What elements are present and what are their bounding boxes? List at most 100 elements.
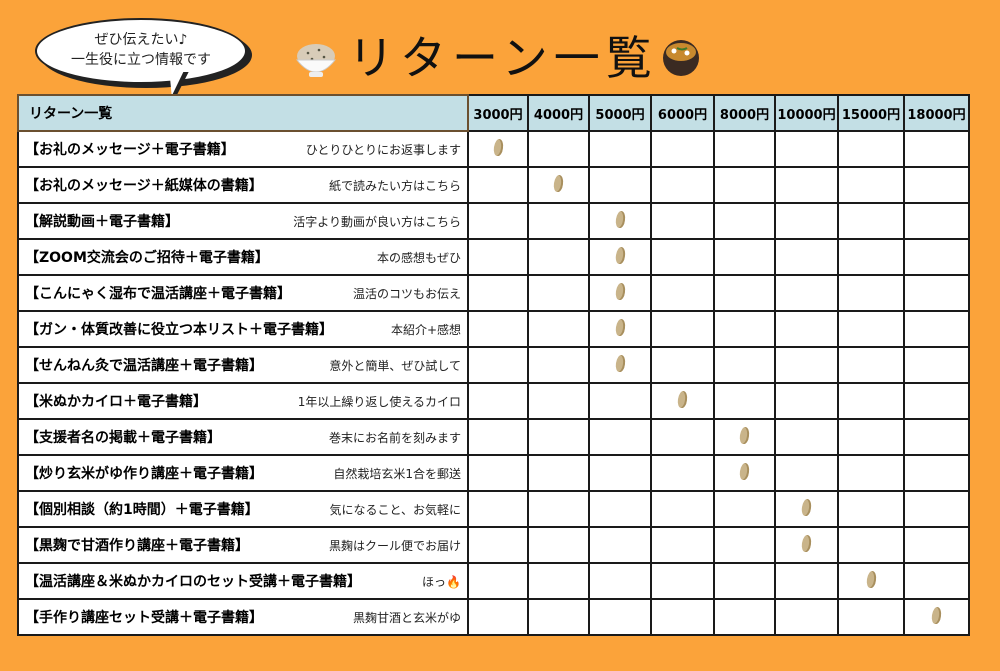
return-note: ひとりひとりにお返事します [305,142,461,157]
return-name: 【温活講座＆米ぬかカイロのセット受講＋電子書籍】 [25,574,361,590]
price-cell [467,346,529,384]
return-label-cell: 【お礼のメッセージ＋紙媒体の書籍】 紙で読みたい方はこちら [17,166,469,204]
price-cell [588,454,652,492]
price-cell [837,274,905,312]
rice-grain-icon [614,281,626,301]
price-cell [588,562,652,600]
table-row: 【お礼のメッセージ＋電子書籍】 ひとりひとりにお返事します [17,130,970,168]
price-cell [588,526,652,564]
price-cell [650,202,715,240]
price-cell [903,454,970,492]
table-row: 【温活講座＆米ぬかカイロのセット受講＋電子書籍】 ほっ🔥 [17,562,970,600]
price-cell [774,166,839,204]
rice-grain-icon [614,317,626,337]
rice-grain-icon [492,137,504,157]
return-note: ほっ🔥 [422,574,461,589]
price-header: 3000円 [467,94,529,132]
price-cell [527,130,590,168]
price-cell [650,562,715,600]
return-name: 【手作り講座セット受講＋電子書籍】 [25,610,263,626]
price-cell [774,202,839,240]
return-label-cell: 【手作り講座セット受講＋電子書籍】 黒麹甘酒と玄米がゆ [17,598,469,636]
price-cell [713,418,776,456]
return-label-cell: 【解説動画＋電子書籍】 活字より動画が良い方はこちら [17,202,469,240]
price-cell [774,382,839,420]
price-cell [774,418,839,456]
return-label-cell: 【個別相談（約1時間）＋電子書籍】 気になること、お気軽に [17,490,469,528]
price-cell [467,526,529,564]
return-note: 黒麹はクール便でお届け [328,538,461,553]
rice-grain-icon [800,533,813,553]
price-header: 10000円 [774,94,839,132]
price-cell [837,382,905,420]
price-cell [467,238,529,276]
rice-grain-icon [738,425,751,445]
return-label-cell: 【黒麹で甘酒作り講座＋電子書籍】 黒麹はクール便でお届け [17,526,469,564]
return-label-cell: 【お礼のメッセージ＋電子書籍】 ひとりひとりにお返事します [17,130,469,168]
price-cell [774,238,839,276]
price-cell [527,166,590,204]
table-row: 【支援者名の掲載＋電子書籍】 巻末にお名前を刻みます [17,418,970,456]
return-note: 黒麹甘酒と玄米がゆ [352,610,461,625]
price-cell [650,418,715,456]
table-row: 【せんねん灸で温活講座＋電子書籍】 意外と簡単、ぜひ試して [17,346,970,384]
return-name: 【こんにゃく湿布で温活講座＋電子書籍】 [25,286,291,302]
price-cell [467,310,529,348]
price-cell [837,418,905,456]
return-note: 自然栽培玄米1合を郵送 [333,466,461,481]
price-cell [527,202,590,240]
price-cell [903,526,970,564]
price-cell [713,562,776,600]
price-cell [527,598,590,636]
returns-table: リターン一覧 3000円 4000円 5000円 6000円 8000円 100… [17,94,970,636]
table-row: 【お礼のメッセージ＋紙媒体の書籍】 紙で読みたい方はこちら [17,166,970,204]
rice-grain-icon [930,605,943,625]
price-cell [467,202,529,240]
return-label-cell: 【温活講座＆米ぬかカイロのセット受講＋電子書籍】 ほっ🔥 [17,562,469,600]
price-cell [467,490,529,528]
price-cell [837,130,905,168]
return-label-cell: 【炒り玄米がゆ作り講座＋電子書籍】 自然栽培玄米1合を郵送 [17,454,469,492]
price-cell [650,310,715,348]
price-cell [903,238,970,276]
bubble-line-2: 一生役に立つ情報です [71,52,211,68]
price-cell [588,274,652,312]
price-cell [903,346,970,384]
price-cell [903,202,970,240]
return-note: 巻末にお名前を刻みます [328,430,461,445]
price-cell [837,202,905,240]
price-cell [467,166,529,204]
return-name: 【個別相談（約1時間）＋電子書籍】 [25,502,259,518]
return-label-cell: 【こんにゃく湿布で温活講座＋電子書籍】 温活のコツもお伝え [17,274,469,312]
table-row: 【こんにゃく湿布で温活講座＋電子書籍】 温活のコツもお伝え [17,274,970,312]
price-cell [774,526,839,564]
price-cell [467,130,529,168]
price-cell [903,418,970,456]
price-cell [713,238,776,276]
price-cell [774,274,839,312]
price-cell [527,562,590,600]
price-cell [774,490,839,528]
price-cell [713,202,776,240]
price-cell [903,310,970,348]
price-cell [467,562,529,600]
price-cell [650,238,715,276]
price-cell [467,418,529,456]
price-cell [527,382,590,420]
return-label-cell: 【米ぬかカイロ＋電子書籍】 1年以上繰り返し使えるカイロ [17,382,469,420]
table-row: 【ガン・体質改善に役立つ本リスト＋電子書籍】 本紹介+感想 [17,310,970,348]
price-cell [650,598,715,636]
price-cell [903,562,970,600]
return-name: 【支援者名の掲載＋電子書籍】 [25,430,221,446]
price-cell [467,274,529,312]
table-row: 【個別相談（約1時間）＋電子書籍】 気になること、お気軽に [17,490,970,528]
price-cell [527,238,590,276]
return-name: 【ZOOM交流会のご招待＋電子書籍】 [25,250,269,266]
price-cell [774,310,839,348]
return-name: 【お礼のメッセージ＋電子書籍】 [25,142,235,158]
return-label-cell: 【支援者名の掲載＋電子書籍】 巻末にお名前を刻みます [17,418,469,456]
price-cell [837,346,905,384]
price-cell [713,490,776,528]
table-row: 【ZOOM交流会のご招待＋電子書籍】 本の感想もぜひ [17,238,970,276]
price-cell [467,454,529,492]
